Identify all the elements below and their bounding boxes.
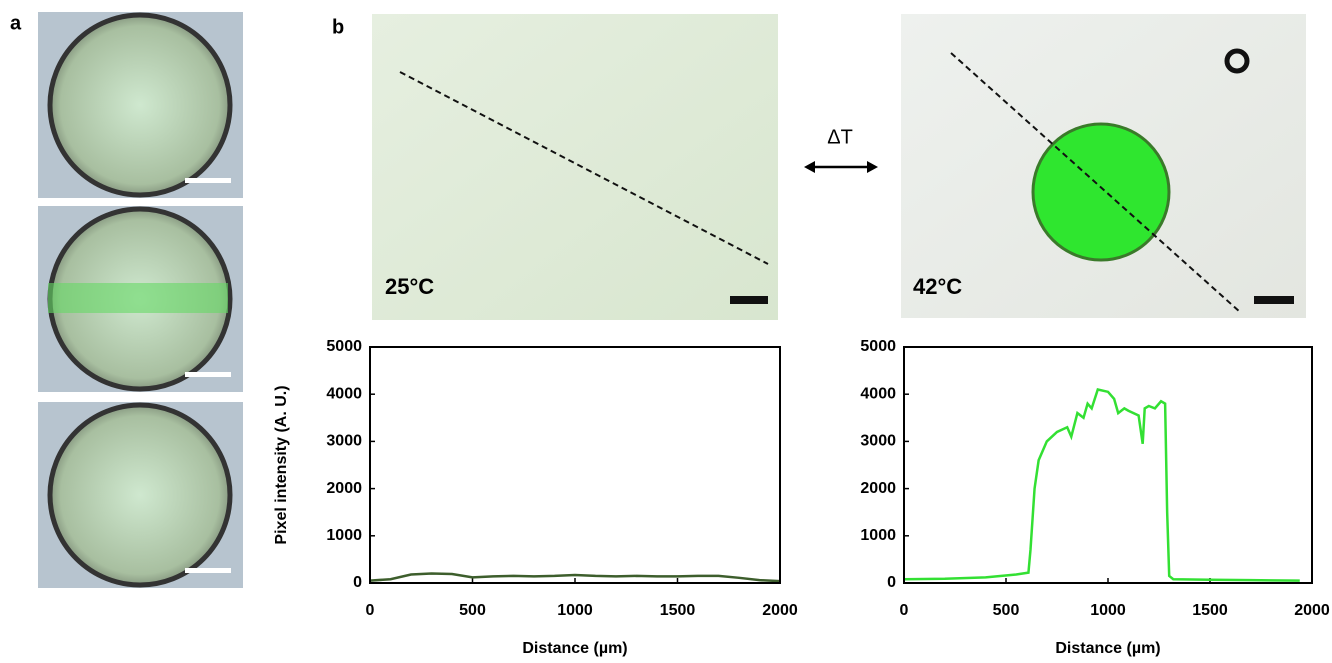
x-axis-title: Distance (µm) <box>522 640 627 657</box>
plot-frame <box>903 346 1313 584</box>
photo-right <box>901 14 1306 318</box>
y-tick-label: 5000 <box>860 338 896 355</box>
double-arrow <box>804 161 878 173</box>
temperature-label: 25°C <box>385 274 434 299</box>
plot-frame <box>369 346 781 584</box>
x-tick-label: 1500 <box>660 602 696 619</box>
delta-label: ΔT <box>827 126 853 148</box>
x-axis-title: Distance (µm) <box>1055 640 1160 657</box>
y-tick-label: 0 <box>353 574 362 591</box>
x-tick-label: 0 <box>900 602 909 619</box>
data-line <box>369 572 781 583</box>
photo-stack <box>38 12 243 588</box>
photo-left <box>372 14 778 320</box>
x-tick-label: 1000 <box>557 602 593 619</box>
y-tick-label: 2000 <box>860 480 896 497</box>
y-tick-label: 4000 <box>860 385 896 402</box>
x-tick-label: 0 <box>366 602 375 619</box>
y-tick-label: 1000 <box>326 527 362 544</box>
y-tick-label: 4000 <box>326 385 362 402</box>
x-tick-label: 2000 <box>762 602 798 619</box>
y-tick-label: 2000 <box>326 480 362 497</box>
y-tick-label: 3000 <box>860 433 896 450</box>
x-tick-label: 2000 <box>1294 602 1330 619</box>
x-tick-label: 500 <box>993 602 1020 619</box>
y-tick-label: 1000 <box>860 527 896 544</box>
y-tick-label: 5000 <box>326 338 362 355</box>
y-tick-label: 3000 <box>326 433 362 450</box>
temperature-label: 42°C <box>913 274 962 299</box>
panel-label: b <box>332 16 344 38</box>
panel-label: a <box>10 12 22 34</box>
x-tick-label: 1500 <box>1192 602 1228 619</box>
x-tick-label: 1000 <box>1090 602 1126 619</box>
x-tick-label: 500 <box>459 602 486 619</box>
data-line <box>903 388 1300 582</box>
y-axis-title: Pixel intensity (A. U.) <box>273 385 290 544</box>
y-tick-label: 0 <box>887 574 896 591</box>
